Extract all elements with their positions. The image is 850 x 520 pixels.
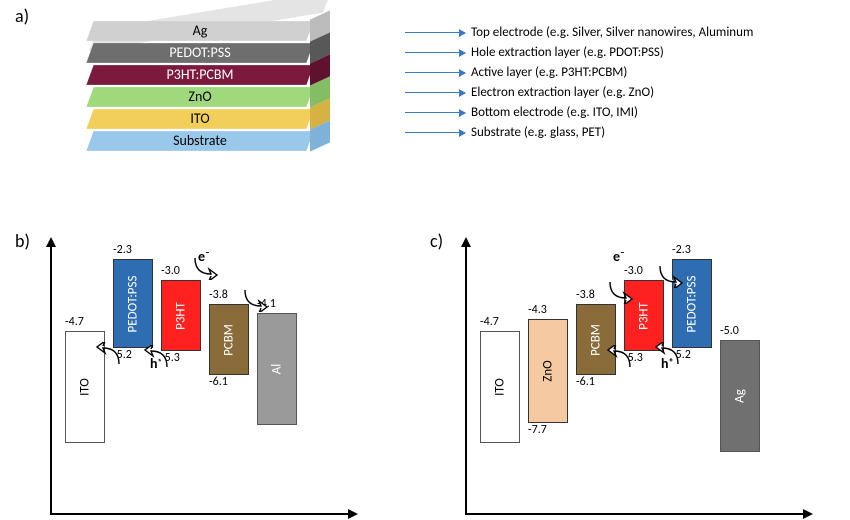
stack-legend: Top electrode (e.g. Silver, Silver nanow… [405,22,753,142]
energy-level-top: -2.3 [113,243,132,257]
energy-bar: Al [257,313,297,425]
legend-text: Hole extraction layer (e.g. PDOT:PSS) [471,45,664,60]
legend-arrow-icon [405,92,465,93]
legend-row: Active layer (e.g. P3HT:PCBM) [405,62,753,82]
axis-y-icon [465,245,467,515]
axis-x-icon [50,513,350,515]
material-label: ITO [78,378,93,396]
stack-layer-face [86,21,313,41]
legend-text: Electron extraction layer (e.g. ZnO) [471,85,654,100]
energy-level-top: -3.0 [624,264,643,278]
energy-level-top: -4.7 [480,315,499,329]
energy-diagram-b: ITO-4.7PEDOT:PSS-2.3-5.2P3HT-3.0-5.3PCBM… [30,240,390,520]
carrier-arrow-icon [241,286,269,312]
energy-level-bottom: -6.1 [209,375,228,389]
legend-row: Electron extraction layer (e.g. ZnO) [405,82,753,102]
energy-level-top: -3.8 [209,288,228,302]
legend-text: Top electrode (e.g. Silver, Silver nanow… [471,25,753,40]
legend-text: Substrate (e.g. glass, PET) [471,125,605,140]
energy-level-bottom: -7.7 [528,423,547,437]
electron-label: e⁻ [613,248,625,265]
legend-arrow-icon [405,132,465,133]
energy-level-top: -4.7 [65,315,84,329]
material-label: P3HT [637,302,652,330]
carrier-arrow-icon [654,342,682,368]
energy-bar: P3HT [161,280,201,351]
carrier-arrow-icon [95,342,123,368]
stack-layer-face [86,87,313,107]
carrier-arrow-icon [606,278,634,304]
material-label: PCBM [222,324,237,356]
legend-row: Bottom electrode (e.g. ITO, IMI) [405,102,753,122]
material-label: Ag [733,389,748,403]
panel-c-label: c) [430,230,443,252]
material-label: ITO [493,378,508,396]
legend-row: Hole extraction layer (e.g. PDOT:PSS) [405,42,753,62]
legend-text: Active layer (e.g. P3HT:PCBM) [471,65,627,80]
panel-a-label: a) [15,5,29,27]
carrier-arrow-icon [606,345,634,371]
energy-bar: PCBM [209,304,249,375]
material-label: Al [270,364,285,375]
carrier-arrow-icon [143,345,171,371]
legend-arrow-icon [405,32,465,33]
energy-level-top: -4.3 [528,303,547,317]
legend-arrow-icon [405,112,465,113]
energy-level-top: -5.0 [720,324,739,338]
legend-text: Bottom electrode (e.g. ITO, IMI) [471,105,638,120]
stack-layer-face [86,131,313,151]
stack-layer-face [86,43,313,63]
material-label: P3HT [174,302,189,330]
legend-row: Substrate (e.g. glass, PET) [405,122,753,142]
material-label: PEDOT:PSS [126,275,141,332]
energy-bar: ZnO [528,319,568,423]
axis-x-icon [465,513,805,515]
energy-bar: PEDOT:PSS [113,259,153,348]
layer-stack: AgPEDOT:PSSP3HT:PCBMZnOITOSubstrate [30,20,340,220]
energy-level-bottom: -6.1 [576,375,595,389]
stack-layer-face [86,65,313,85]
legend-arrow-icon [405,72,465,73]
legend-row: Top electrode (e.g. Silver, Silver nanow… [405,22,753,42]
material-label: PCBM [589,324,604,356]
carrier-arrow-icon [656,262,684,288]
carrier-arrow-icon [191,254,219,280]
material-label: ZnO [541,360,556,382]
energy-level-top: -2.3 [672,243,691,257]
energy-level-top: -3.8 [576,288,595,302]
energy-bar: Ag [720,340,760,452]
energy-bar: ITO [480,331,520,443]
energy-level-top: -3.0 [161,264,180,278]
energy-diagram-c: ITO -4.7 ZnO -4.3 -7.7 PCBM -3.8 -6.1 P3HT -3.0 -5… [445,240,845,520]
axis-y-icon [50,245,52,515]
panel-b-label: b) [15,230,30,252]
material-label: PEDOT:PSS [685,275,700,332]
legend-arrow-icon [405,52,465,53]
stack-layer-face [86,109,313,129]
